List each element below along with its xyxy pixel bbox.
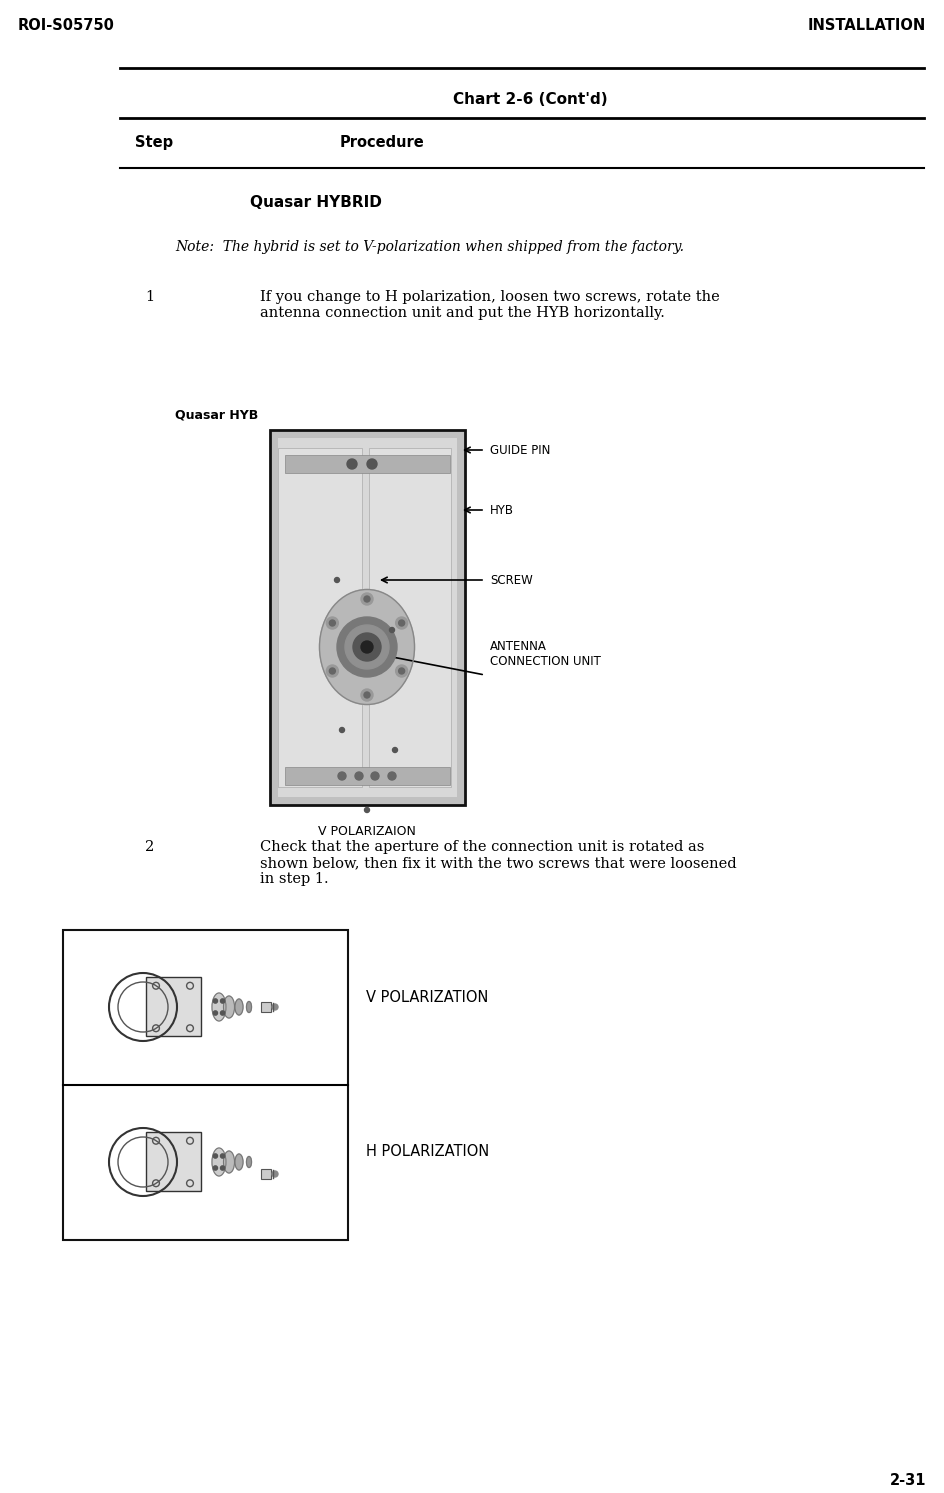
Text: GUIDE PIN: GUIDE PIN bbox=[490, 443, 550, 457]
Circle shape bbox=[334, 578, 340, 582]
Text: 2: 2 bbox=[145, 841, 154, 854]
Text: V POLARIZAION: V POLARIZAION bbox=[318, 826, 416, 838]
Circle shape bbox=[213, 1154, 217, 1159]
Ellipse shape bbox=[235, 1154, 243, 1171]
Bar bbox=[146, 976, 201, 1036]
Circle shape bbox=[361, 640, 373, 652]
Circle shape bbox=[329, 620, 335, 626]
Circle shape bbox=[390, 627, 395, 633]
Circle shape bbox=[213, 1166, 217, 1171]
Bar bbox=[285, 767, 450, 785]
Circle shape bbox=[221, 999, 225, 1003]
Bar bbox=[261, 1002, 271, 1012]
Circle shape bbox=[345, 626, 389, 669]
Text: Step: Step bbox=[135, 134, 173, 149]
Bar bbox=[261, 1169, 271, 1179]
Circle shape bbox=[364, 808, 369, 812]
Ellipse shape bbox=[246, 1002, 251, 1012]
Circle shape bbox=[361, 593, 373, 605]
Bar bbox=[369, 448, 451, 787]
Bar bbox=[278, 437, 457, 797]
Bar bbox=[270, 430, 465, 805]
Circle shape bbox=[353, 633, 381, 661]
Circle shape bbox=[221, 1154, 225, 1159]
Text: 1: 1 bbox=[145, 290, 154, 305]
Text: SCREW: SCREW bbox=[490, 573, 532, 587]
Text: ROI-S05750: ROI-S05750 bbox=[18, 18, 115, 33]
Text: Quasar HYB: Quasar HYB bbox=[175, 408, 259, 421]
Text: 2-31: 2-31 bbox=[889, 1474, 926, 1489]
Text: Quasar HYBRID: Quasar HYBRID bbox=[250, 196, 382, 211]
Circle shape bbox=[338, 772, 346, 779]
Circle shape bbox=[327, 617, 338, 629]
Circle shape bbox=[340, 727, 345, 733]
Text: V POLARIZATION: V POLARIZATION bbox=[366, 990, 488, 1005]
Circle shape bbox=[367, 458, 377, 469]
Text: Check that the aperture of the connection unit is rotated as
shown below, then f: Check that the aperture of the connectio… bbox=[260, 841, 736, 887]
Text: H POLARIZATION: H POLARIZATION bbox=[366, 1145, 489, 1160]
Text: Chart 2-6 (Cont'd): Chart 2-6 (Cont'd) bbox=[453, 93, 607, 107]
Text: Note:  The hybrid is set to V-polarization when shipped from the factory.: Note: The hybrid is set to V-polarizatio… bbox=[175, 240, 684, 254]
Circle shape bbox=[388, 772, 396, 779]
Circle shape bbox=[364, 596, 370, 602]
Ellipse shape bbox=[235, 999, 243, 1015]
Text: INSTALLATION: INSTALLATION bbox=[808, 18, 926, 33]
Text: Procedure: Procedure bbox=[340, 134, 425, 149]
Text: ANTENNA
CONNECTION UNIT: ANTENNA CONNECTION UNIT bbox=[490, 640, 601, 667]
Circle shape bbox=[361, 688, 373, 702]
Circle shape bbox=[371, 772, 379, 779]
Circle shape bbox=[329, 667, 335, 673]
Circle shape bbox=[221, 1166, 225, 1171]
Circle shape bbox=[213, 999, 217, 1003]
Text: If you change to H polarization, loosen two screws, rotate the
antenna connectio: If you change to H polarization, loosen … bbox=[260, 290, 719, 320]
Circle shape bbox=[398, 620, 405, 626]
Circle shape bbox=[337, 617, 397, 676]
Ellipse shape bbox=[319, 590, 414, 705]
Ellipse shape bbox=[246, 1157, 251, 1168]
Text: HYB: HYB bbox=[490, 505, 514, 517]
Bar bbox=[285, 455, 450, 473]
Circle shape bbox=[364, 691, 370, 699]
Circle shape bbox=[213, 1011, 217, 1015]
Circle shape bbox=[396, 617, 408, 629]
Bar bbox=[146, 1132, 201, 1191]
Circle shape bbox=[393, 748, 397, 752]
Bar bbox=[63, 930, 348, 1241]
Ellipse shape bbox=[224, 1151, 234, 1173]
Circle shape bbox=[327, 664, 338, 676]
Circle shape bbox=[398, 667, 405, 673]
Ellipse shape bbox=[224, 996, 234, 1018]
Circle shape bbox=[355, 772, 363, 779]
Circle shape bbox=[221, 1011, 225, 1015]
Circle shape bbox=[396, 664, 408, 676]
Bar bbox=[278, 448, 362, 787]
Ellipse shape bbox=[212, 993, 226, 1021]
Ellipse shape bbox=[212, 1148, 226, 1176]
Circle shape bbox=[272, 1003, 278, 1009]
Circle shape bbox=[347, 458, 357, 469]
Circle shape bbox=[272, 1171, 278, 1176]
